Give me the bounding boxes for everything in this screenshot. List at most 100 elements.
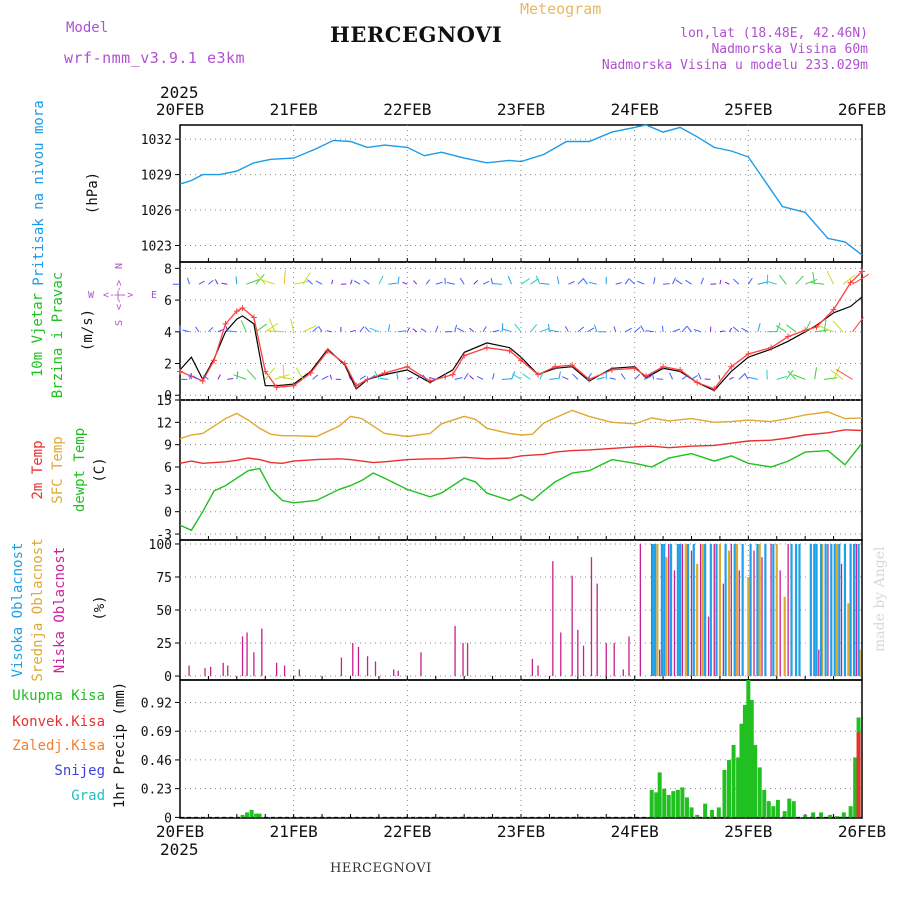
ytick-label-pressure: 1023 [141,239,172,254]
wind-arrow [830,369,844,380]
time-tick-bottom-20FEB: 20FEB [156,822,204,841]
wind-arrow [318,325,323,333]
wind-title-2: Brzina i Pravac [50,272,66,398]
wind-arrow [501,323,504,332]
ytick-label-precip: 0.23 [141,783,172,798]
wind-speed-point [847,279,854,286]
wind-arrow [208,279,214,285]
time-tick-top-20FEB: 20FEB [156,100,204,119]
wind-arrow [364,326,370,333]
wind-arrow [217,374,221,380]
wind-arrow [776,375,787,380]
precip-bar-ukupna-kisa [240,814,245,818]
wind-arrow [235,276,238,285]
precip-bar-ukupna-kisa [736,757,741,818]
wind-arrow [359,326,365,333]
wind-arrow [186,277,190,285]
wind-arrow [397,330,407,333]
precip-legend-1: Konvek.Kisa [12,714,105,730]
precip-bar-ukupna-kisa [775,799,780,818]
temp-title-dewpt: dewpt Temp [72,428,88,512]
wind-speed-point [631,365,638,372]
wind-arrow [675,279,683,285]
year-label-top: 2025 [160,83,199,102]
wind-arrow [530,324,538,333]
precip-bar-ukupna-kisa [739,723,744,818]
wind-speed-point [353,382,360,389]
temp-title-2m: 2m Temp [30,440,46,499]
wind-arrow [832,320,844,333]
wind-arrow [454,377,463,380]
wind-arrow [588,281,597,285]
precip-bar-ukupna-kisa [782,811,787,818]
wind-arrow [396,371,399,380]
wind-arrow [634,373,641,380]
wind-arrow [779,274,787,285]
wind-arrow [217,328,224,333]
wind-arrow [719,279,722,285]
wind-arrow [645,330,654,333]
wind-arrow [640,325,645,333]
ytick-label-clouds: 25 [156,637,172,652]
precip-bar-ukupna-kisa [731,744,736,818]
wind-arrow [787,370,797,380]
wind-arrow [353,280,361,285]
precip-bar-ukupna-kisa [841,812,846,818]
wind-arrow [388,282,397,285]
wind-arrow [246,279,260,285]
wind-speed-point [381,370,388,377]
precip-bar-ukupna-kisa [245,812,250,818]
wind-arrow [302,272,311,285]
precip-legend-0: Ukupna Kisa [12,688,105,704]
wind-arrow [264,323,279,333]
wind-arrow [321,375,329,380]
wind-arrow [775,325,787,333]
precip-bar-ukupna-kisa [695,814,700,818]
wind-arrow [582,277,588,285]
wind-arrow [661,325,664,332]
wind-arrow [539,327,550,333]
wind-arrow [279,376,294,380]
precip-bar-ukupna-kisa [749,699,754,818]
time-tick-top-22FEB: 22FEB [383,100,431,119]
wind-speed-point [785,333,792,340]
wind-arrow [804,320,811,333]
compass-n: N [114,263,125,269]
wind-arrow [568,281,575,285]
wind-arrow [195,326,200,333]
wind-arrow [514,323,522,333]
precip-bar-ukupna-kisa [787,798,792,818]
wind-arrow [729,376,734,380]
precip-bar-ukupna-kisa [791,801,796,818]
wind-speed-point [608,366,615,373]
precip-bar-ukupna-kisa [766,801,771,818]
time-tick-bottom-22FEB: 22FEB [383,822,431,841]
wind-speed-point [802,327,809,334]
wind-arrow [326,330,332,333]
wind-arrow [629,278,636,285]
wind-arrow [233,374,247,380]
wind-arrow [785,370,794,380]
wind-arrow [572,373,579,380]
wind-arrow [748,376,758,380]
ytick-label-wind: 2 [164,358,172,373]
wind-arrow [539,370,545,380]
ytick-label-precip: 0.46 [141,754,172,769]
wind-arrow [747,277,753,285]
precip-bar-ukupna-kisa [727,759,732,818]
precip-bar-ukupna-kisa [834,816,839,818]
wind-arrow [406,327,410,333]
wind-arrow [363,279,370,285]
wind-arrow [457,327,465,333]
wind-speed-point [177,368,183,375]
wind-arrow [293,280,309,285]
wind-speed-point [341,360,348,367]
ytick-label-wind: 0 [164,389,172,404]
wind-arrow [295,367,304,380]
wind-arrow [824,377,838,380]
precip-bar-ukupna-kisa [649,789,654,818]
wind-speed-point [569,362,576,369]
wind-speed-point [830,306,837,313]
wind-arrow [307,279,313,285]
wind-arrow [492,373,495,380]
